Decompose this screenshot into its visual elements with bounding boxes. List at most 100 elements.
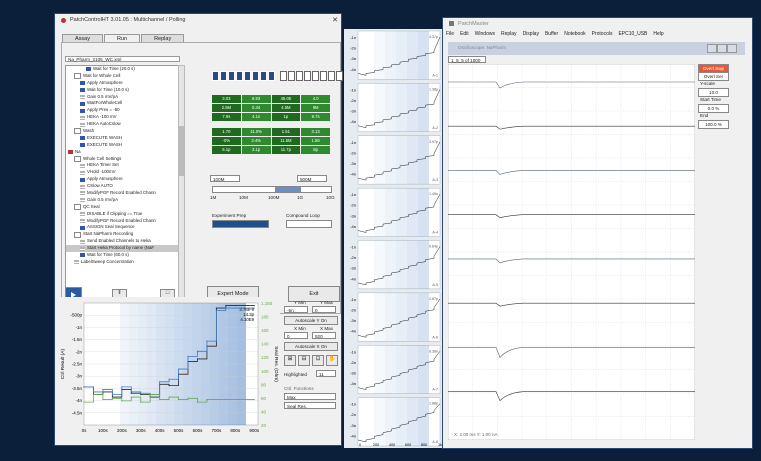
tree-item[interactable]: Apply Pres = -50 (66, 107, 181, 114)
res-low-field[interactable]: 100M (210, 175, 240, 182)
tree-item[interactable]: HEKA AutoCslow (66, 121, 181, 128)
channel-cell[interactable] (212, 71, 219, 81)
end-field[interactable]: 100.0 % (698, 120, 729, 129)
close-icon[interactable]: ✕ (332, 17, 338, 24)
tree-item[interactable]: LabelSweep Concentration (66, 259, 181, 266)
tree-item[interactable]: EXECUTE WASH (66, 142, 181, 149)
tree-item[interactable]: Apply Atmosphere (66, 176, 181, 183)
start-time-field[interactable]: 0.0 % (698, 104, 729, 113)
close-icon[interactable] (727, 44, 737, 53)
tree-item[interactable]: Start NaPharm Recording (66, 231, 181, 238)
menu-buffer[interactable]: Buffer (544, 31, 559, 37)
tree-item[interactable]: Wash (66, 128, 181, 135)
xmin-field[interactable]: 0 (284, 332, 308, 339)
tree-item[interactable]: EXECUTE WASH (66, 135, 181, 142)
tree-item[interactable]: Send Enabled Channels to Heka (66, 238, 181, 245)
menu-replay[interactable]: Replay (500, 31, 517, 37)
zoom-tool-button[interactable]: ⊞ (284, 355, 296, 366)
data-point (234, 398, 236, 401)
tree-item[interactable]: Whole Cell Settings (66, 156, 181, 163)
autoscale-y-button[interactable]: Autoscale Y On (284, 316, 338, 325)
sweep-y-tick: -1n (350, 402, 356, 407)
function-select-1[interactable]: Max (284, 393, 336, 400)
sweep-panel-band (407, 345, 418, 394)
tree-item[interactable]: QC Seal (66, 204, 181, 211)
channel-cell[interactable] (288, 71, 295, 81)
tree-item[interactable]: Gain 0.5 mV/pA (66, 197, 181, 204)
tree-item[interactable]: VHold -100mV (66, 169, 181, 176)
minimize-icon[interactable] (707, 44, 717, 53)
tree-item[interactable]: ASSIGN Seal Sequence (66, 224, 181, 231)
ymin-field[interactable]: -5n (284, 306, 308, 313)
res-high-field[interactable]: 500M (297, 175, 327, 182)
channel-cell[interactable] (328, 71, 335, 81)
tree-item[interactable]: Start Heka Protocol by name (NaF (66, 245, 181, 253)
tree-item[interactable]: Gain 0.5 mV/pA (66, 94, 181, 101)
tab-assay[interactable]: Assay (62, 34, 103, 43)
tab-run[interactable]: Run (103, 34, 141, 43)
function-select-2[interactable]: Seal Res. (284, 402, 336, 409)
channel-cell[interactable] (304, 71, 311, 81)
channel-cell[interactable] (320, 71, 327, 81)
data-point (215, 310, 217, 312)
channel-cell[interactable] (260, 71, 267, 81)
maximize-icon[interactable] (717, 44, 727, 53)
tree-item[interactable]: Apply Atmosphere (66, 80, 181, 87)
chart-controls: Y Min Y Max -5n 0 Autoscale Y On X Min X… (284, 300, 338, 440)
tree-item[interactable]: Na (66, 149, 181, 156)
x-tick-label: 400s (155, 428, 166, 433)
channel-cell[interactable] (296, 71, 303, 81)
res-slider[interactable] (212, 186, 332, 193)
menu-help[interactable]: Help (653, 31, 664, 37)
tree-item[interactable]: CSlow AUTO (66, 183, 181, 190)
menu-protocols[interactable]: Protocols (591, 31, 613, 37)
menu-display[interactable]: Display (522, 31, 539, 37)
channel-cell[interactable] (312, 71, 319, 81)
tab-replay[interactable]: Replay (141, 34, 185, 43)
overlay-series-button[interactable]: Overl Ser (698, 72, 729, 81)
data-point (215, 398, 217, 401)
autoscale-x-button[interactable]: Autoscale X On (284, 342, 338, 351)
tree-item[interactable]: Wait for Time (10.0 s) (66, 87, 181, 94)
tree-item[interactable]: Wait for Time (20.0 s) (66, 66, 181, 73)
tree-item[interactable]: Wait for Whole Cell (66, 73, 181, 80)
menu-epc10-usb[interactable]: EPC10_USB (618, 31, 648, 37)
xmax-field[interactable]: 920 (312, 332, 336, 339)
sweep-counter[interactable]: 1_5_5 of 1000 (448, 56, 486, 63)
channel-cell[interactable] (252, 71, 259, 81)
tree-scrollbar[interactable] (178, 65, 185, 302)
tree-item[interactable]: ModifyPGF Record Enabled Chann (66, 190, 181, 197)
tree-scroll-thumb[interactable] (179, 126, 184, 176)
pan-tool-button[interactable]: ✋ (326, 355, 338, 366)
protocol-tree[interactable]: Wait for Time (20.0 s) Wait for Whole Cel… (65, 65, 182, 302)
tree-item-label: HEKA -100 mV (87, 114, 117, 120)
highlighted-field[interactable]: 11 (316, 370, 336, 377)
exit-button[interactable]: Exit (288, 286, 340, 302)
channel-cell[interactable] (336, 71, 343, 81)
tree-item[interactable]: Wait for Time (60.0 s) (66, 252, 181, 259)
menu-edit[interactable]: Edit (460, 31, 469, 37)
channel-cell[interactable] (244, 71, 251, 81)
yscale-field[interactable]: 10.0 (698, 88, 729, 97)
zoom-x-tool-button[interactable]: ⊟ (298, 355, 310, 366)
ymax-field[interactable]: 0 (312, 306, 336, 313)
tree-item[interactable]: HEKA -100 mV (66, 114, 181, 121)
channel-cell[interactable] (220, 71, 227, 81)
assign-icon (80, 225, 85, 230)
menu-notebook[interactable]: Notebook (564, 31, 586, 37)
sweep-panel-label: A-6 (432, 335, 438, 339)
scope-trace (448, 170, 695, 175)
tree-item[interactable]: DISABLE if Clipping == True (66, 211, 181, 218)
channel-cell[interactable] (236, 71, 243, 81)
channel-cell[interactable] (268, 71, 275, 81)
channel-cell[interactable] (228, 71, 235, 81)
menu-windows[interactable]: Windows (474, 31, 495, 37)
channel-cell[interactable] (280, 71, 287, 81)
y2-tick-label: 160 (261, 328, 269, 333)
menu-file[interactable]: File (446, 31, 455, 37)
tree-item[interactable]: HEKA Timer Set (66, 162, 181, 169)
zoom-y-tool-button[interactable]: ⊡ (312, 355, 324, 366)
tree-item[interactable]: ModifyPGF Record Enabled Chann (66, 218, 181, 225)
tree-item[interactable]: WaitForWholeCell (66, 100, 181, 107)
qc-cell: 3.1p (241, 146, 271, 154)
